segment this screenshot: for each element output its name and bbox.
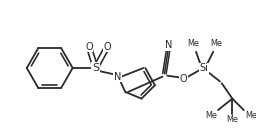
- Text: Me: Me: [226, 115, 238, 124]
- Text: Me: Me: [205, 111, 217, 120]
- Text: O: O: [103, 42, 111, 52]
- Text: Si: Si: [199, 63, 208, 73]
- Text: O: O: [85, 42, 93, 52]
- Text: Me: Me: [187, 39, 199, 48]
- Text: N: N: [165, 40, 172, 50]
- Text: S: S: [92, 63, 99, 73]
- Text: O: O: [180, 75, 187, 85]
- Text: Me: Me: [245, 111, 256, 120]
- Text: Me: Me: [210, 39, 222, 48]
- Text: N: N: [114, 72, 121, 82]
